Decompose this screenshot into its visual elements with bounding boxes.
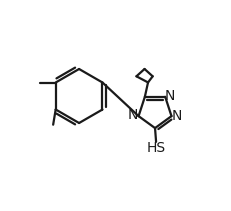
Text: N: N (164, 88, 174, 103)
Text: N: N (127, 108, 137, 122)
Text: HS: HS (146, 141, 165, 155)
Text: N: N (171, 109, 181, 123)
